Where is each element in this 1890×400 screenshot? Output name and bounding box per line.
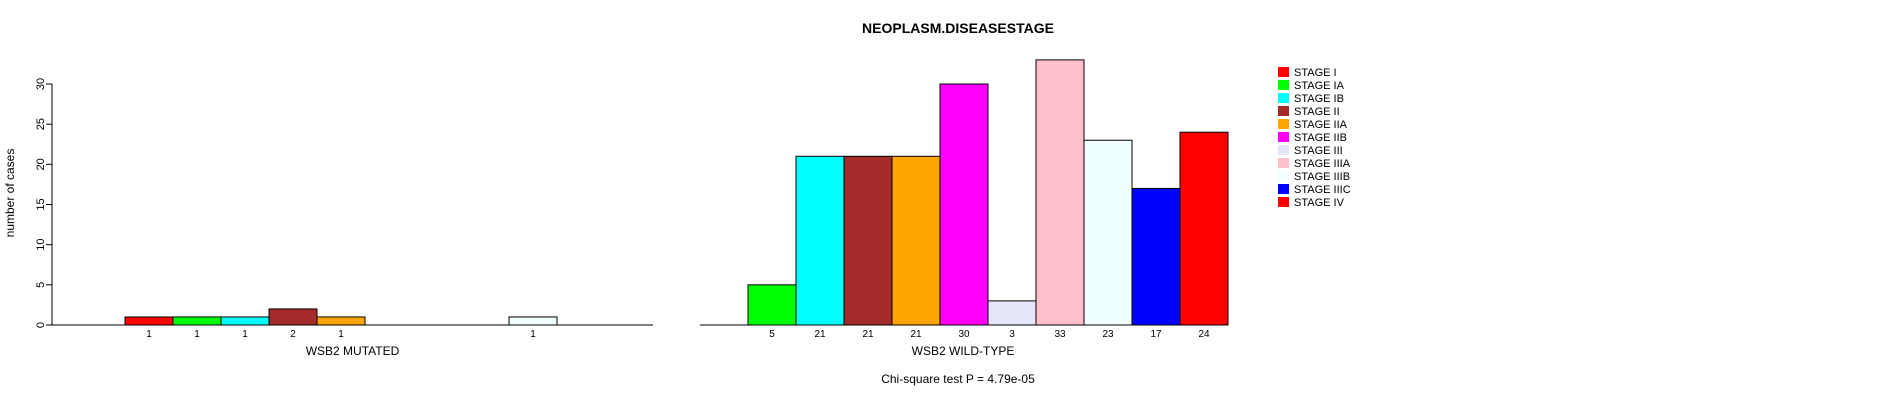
legend-swatch [1278, 171, 1289, 181]
bar-count-label: 21 [814, 329, 826, 340]
bar [124, 316, 174, 326]
bar [843, 155, 893, 326]
legend-swatch [1278, 132, 1289, 142]
bar [220, 316, 270, 326]
bar [1083, 139, 1133, 326]
legend-swatch [1278, 158, 1289, 168]
legend-swatch [1278, 106, 1289, 116]
y-tick-label: 30 [35, 78, 47, 90]
legend-swatch [1278, 145, 1289, 155]
bar-count-label: 5 [769, 329, 775, 340]
panel-label: WSB2 WILD-TYPE [912, 344, 1015, 358]
legend-swatch [1278, 80, 1289, 90]
legend-label: STAGE IIA [1294, 119, 1348, 131]
bar-count-label: 2 [290, 329, 296, 340]
bar [1179, 131, 1229, 326]
footnote: Chi-square test P = 4.79e-05 [881, 372, 1035, 386]
legend-label: STAGE IB [1294, 93, 1344, 105]
bar [172, 316, 222, 326]
legend-label: STAGE IA [1294, 80, 1345, 92]
y-tick-label: 20 [35, 158, 47, 170]
bar [891, 155, 941, 326]
bar-count-label: 30 [958, 329, 970, 340]
bar-count-label: 21 [862, 329, 874, 340]
y-tick-label: 15 [35, 198, 47, 210]
legend-label: STAGE IIIC [1294, 184, 1351, 196]
bar-count-label: 1 [530, 329, 536, 340]
bar [795, 155, 845, 326]
bar [939, 83, 989, 326]
bar [1035, 59, 1085, 326]
bar-count-label: 1 [242, 329, 248, 340]
bar [747, 284, 797, 326]
y-tick-label: 5 [35, 282, 47, 288]
bar-count-label: 1 [338, 329, 344, 340]
legend-label: STAGE IIIB [1294, 171, 1350, 183]
bar-count-label: 3 [1009, 329, 1015, 340]
bar-count-label: 24 [1198, 329, 1210, 340]
legend-label: STAGE II [1294, 106, 1340, 118]
bar [268, 308, 318, 326]
y-tick-label: 0 [35, 322, 47, 328]
y-tick-label: 10 [35, 239, 47, 251]
bar-count-label: 1 [194, 329, 200, 340]
bar-count-label: 21 [910, 329, 922, 340]
legend-swatch [1278, 197, 1289, 207]
legend-swatch [1278, 184, 1289, 194]
panel-mutated: 1 1 1 2 1 1 WSB2 MUTATED [52, 308, 653, 358]
legend-label: STAGE I [1294, 67, 1337, 79]
bar-count-label: 17 [1150, 329, 1162, 340]
y-axis-label: number of cases [3, 149, 17, 238]
legend-label: STAGE IV [1294, 197, 1345, 209]
legend-label: STAGE IIIA [1294, 158, 1351, 170]
legend-label: STAGE III [1294, 145, 1343, 157]
y-tick-label: 25 [35, 118, 47, 130]
panel-label: WSB2 MUTATED [306, 344, 400, 358]
bar-count-label: 1 [146, 329, 152, 340]
bar-count-label: 33 [1054, 329, 1066, 340]
bar [316, 316, 366, 326]
bar [508, 316, 558, 326]
bar-count-label: 23 [1102, 329, 1114, 340]
y-axis: 0 5 10 15 20 25 30 [35, 78, 53, 328]
bar [987, 300, 1037, 326]
legend-label: STAGE IIB [1294, 132, 1347, 144]
chart-title: NEOPLASM.DISEASESTAGE [862, 20, 1054, 36]
legend-swatch [1278, 93, 1289, 103]
legend-swatch [1278, 67, 1289, 77]
legend-swatch [1278, 119, 1289, 129]
bar [1131, 187, 1181, 326]
